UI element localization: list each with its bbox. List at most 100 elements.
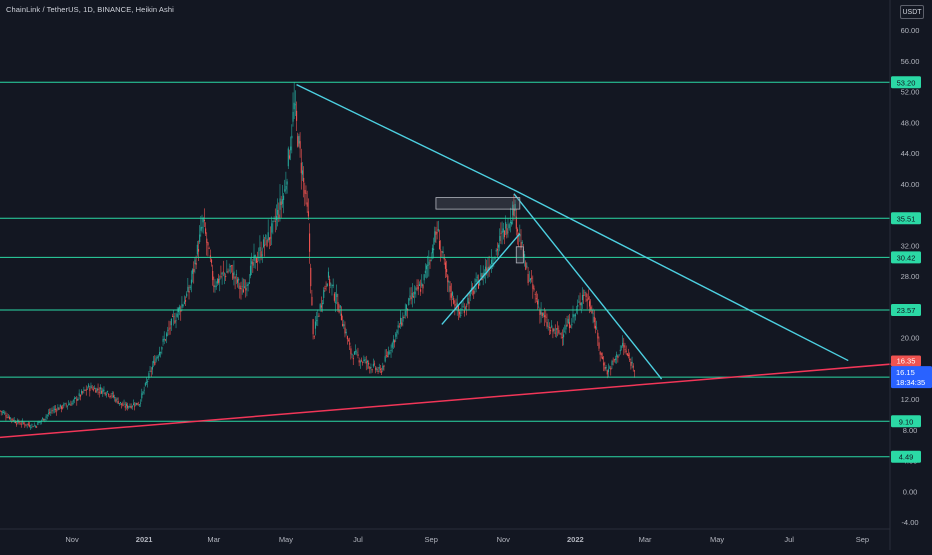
candle-body	[371, 369, 373, 371]
candle-body	[507, 231, 509, 233]
candle-body	[161, 346, 163, 350]
candle-body	[104, 392, 106, 395]
candle-body	[38, 421, 40, 423]
candle-body	[228, 269, 230, 271]
candle-body	[25, 424, 27, 426]
candle-body	[611, 361, 613, 366]
candle-body	[417, 286, 419, 290]
candle-body	[232, 272, 234, 279]
candle-body	[630, 361, 632, 366]
candle-body	[98, 391, 100, 393]
candle-body	[457, 306, 459, 312]
candle-body	[65, 404, 67, 406]
candle-body	[239, 285, 241, 289]
candle-body	[220, 276, 222, 278]
level-price-tag-label: 30.42	[897, 253, 916, 262]
candle-body	[85, 389, 87, 391]
y-tick-label: 60.00	[901, 26, 920, 35]
candle-body	[617, 356, 619, 359]
candle-body	[585, 293, 587, 298]
candle-body	[236, 279, 239, 283]
candle-body	[466, 305, 468, 307]
candle-body	[548, 327, 550, 329]
candle-body	[254, 254, 256, 258]
candle-body	[436, 232, 438, 234]
candle-body	[532, 284, 534, 289]
candle-body	[292, 111, 294, 122]
candle-body	[306, 202, 308, 207]
candle-body	[381, 371, 383, 373]
candle-body	[79, 394, 81, 397]
candle-body	[227, 271, 229, 273]
candle-body	[632, 365, 634, 368]
candle-body	[512, 204, 514, 216]
candle-body	[300, 162, 302, 174]
level-price-tag	[891, 212, 921, 225]
candle-body	[110, 395, 112, 397]
candle-body	[344, 327, 346, 334]
candle-body	[402, 316, 404, 322]
candle-body	[389, 352, 391, 354]
drawings-layer	[0, 83, 897, 439]
candle-body	[12, 419, 14, 421]
candle-body	[56, 410, 58, 412]
candle-body	[10, 417, 12, 419]
candle-body	[123, 403, 125, 405]
candle-body	[205, 228, 207, 234]
resistance-trend-line	[296, 83, 515, 191]
candle-body	[581, 294, 584, 301]
candle-body	[111, 393, 113, 395]
candle-body	[47, 412, 50, 414]
candle-body	[200, 227, 202, 231]
candle-body	[91, 387, 93, 389]
candle-body	[324, 287, 326, 289]
candle-body	[238, 278, 240, 281]
candle-body	[460, 314, 462, 316]
candle-body	[94, 388, 96, 389]
candle-body	[358, 360, 360, 363]
candle-body	[505, 222, 507, 229]
candle-body	[385, 355, 387, 357]
candle-body	[574, 314, 576, 317]
candle-body	[319, 304, 321, 309]
candle-body	[375, 367, 377, 370]
candle-body	[340, 313, 343, 320]
candle-body	[578, 301, 580, 303]
candle-body	[225, 275, 227, 278]
level-price-tag-label: 35.51	[897, 214, 916, 223]
candle-body	[167, 329, 169, 331]
candle-body	[179, 306, 181, 310]
candle-body	[19, 423, 21, 425]
candle-body	[572, 313, 574, 318]
candle-body	[462, 306, 464, 308]
candle-body	[476, 276, 478, 278]
candle-body	[526, 265, 528, 267]
candle-body	[397, 325, 399, 328]
level-price-tag	[891, 415, 921, 428]
candle-body	[260, 251, 262, 258]
candle-body	[169, 327, 171, 329]
candle-body	[62, 407, 64, 409]
level-price-tag-label: 23.57	[897, 306, 916, 315]
x-tick-label: Mar	[639, 535, 652, 544]
candle-body	[141, 393, 143, 399]
candle-body	[542, 313, 545, 315]
candle-body	[450, 293, 452, 298]
candle-body	[102, 389, 104, 392]
candle-body	[279, 198, 281, 210]
candle-body	[438, 240, 441, 250]
candle-body	[272, 220, 274, 223]
candle-body	[173, 316, 175, 318]
current-price-tag-label: 16.15	[896, 368, 915, 377]
time-axis[interactable]: Nov 2021 Mar May Jul Sep Nov 2022 Mar May Jul Sep	[65, 535, 869, 544]
candle-body	[283, 195, 285, 201]
candle-body	[118, 402, 120, 404]
candle-body	[147, 380, 149, 382]
candle-body	[115, 399, 117, 402]
currency-badge[interactable]: USDT	[900, 5, 924, 19]
candle-body	[623, 345, 625, 348]
level-price-tag	[891, 251, 921, 264]
candle-body	[176, 313, 178, 317]
